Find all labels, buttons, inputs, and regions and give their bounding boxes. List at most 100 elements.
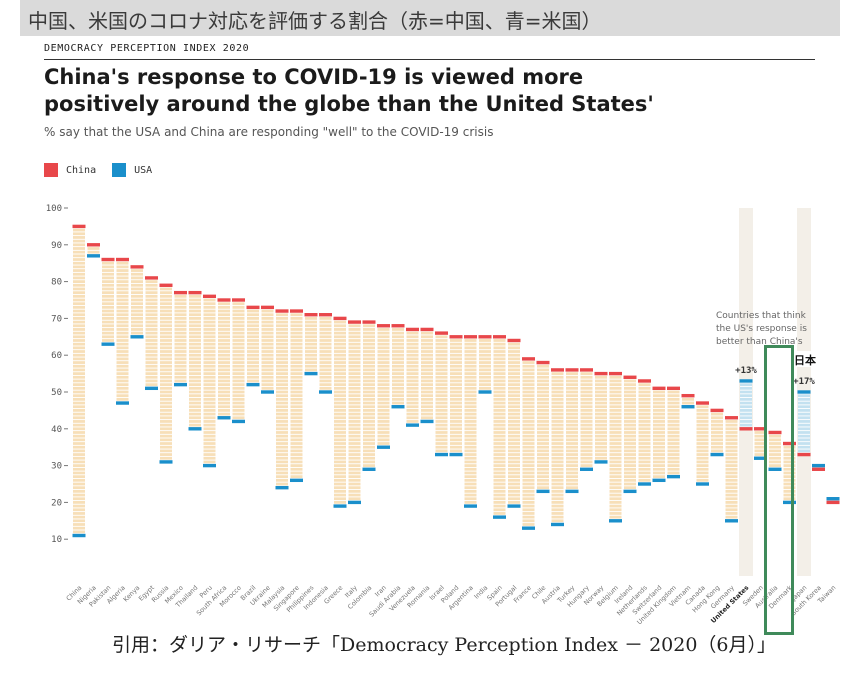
- usa-marker: [667, 474, 680, 479]
- china-marker: [348, 320, 361, 324]
- usa-marker: [304, 371, 318, 376]
- range-bar: [203, 296, 216, 466]
- china-marker: [478, 335, 492, 339]
- range-bar: [725, 417, 738, 521]
- usa-marker: [565, 489, 579, 494]
- china-marker: [406, 327, 419, 332]
- usa-marker: [87, 254, 100, 258]
- x-tick-label: Kenya: [122, 584, 142, 604]
- china-marker: [87, 243, 100, 247]
- usa-marker: [203, 463, 216, 468]
- range-bar: [667, 388, 680, 477]
- japan-highlight-box: [764, 345, 794, 635]
- usa-marker: [116, 401, 129, 405]
- china-marker: [420, 327, 434, 332]
- china-marker: [623, 375, 637, 379]
- usa-marker: [623, 489, 637, 494]
- usa-marker: [739, 379, 753, 383]
- china-marker: [217, 298, 231, 302]
- range-bar: [305, 314, 317, 374]
- legend-item-usa: USA: [112, 163, 152, 177]
- annotation-line2: the US's response is: [716, 324, 807, 334]
- usa-marker: [768, 467, 782, 471]
- usa-marker: [536, 489, 550, 494]
- china-marker: [710, 408, 724, 413]
- china-marker: [304, 313, 318, 317]
- usa-marker: [348, 500, 361, 505]
- china-marker: [130, 265, 144, 269]
- china-marker: [159, 283, 173, 287]
- china-marker: [72, 224, 86, 229]
- banner: 中国、米国のコロナ対応を評価する割合（赤=中国、青=米国）: [20, 0, 840, 36]
- china-marker: [261, 305, 274, 310]
- usa-marker: [130, 335, 144, 339]
- range-bar: [406, 329, 419, 426]
- usa-marker: [275, 485, 289, 490]
- china-marker: [681, 393, 695, 398]
- range-bar: [218, 300, 230, 418]
- usa-marker: [246, 382, 260, 387]
- china-marker: [464, 335, 477, 339]
- usa-marker: [290, 478, 303, 483]
- annotation-line3: better than China's: [716, 337, 803, 347]
- china-marker: [768, 430, 782, 435]
- china-marker: [203, 294, 216, 299]
- index-label: DEMOCRACY PERCEPTION INDEX 2020: [44, 43, 250, 54]
- china-marker: [507, 338, 521, 343]
- y-tick-label: 50: [51, 388, 62, 398]
- usa-marker: [493, 515, 506, 519]
- usa-marker: [406, 423, 419, 427]
- china-marker: [594, 371, 608, 376]
- usa-marker: [580, 467, 593, 471]
- usa-marker: [449, 452, 463, 457]
- usa-marker: [522, 526, 535, 530]
- usa-marker: [812, 463, 825, 468]
- china-marker: [449, 335, 463, 339]
- chart-subtitle: % say that the USA and China are respond…: [44, 125, 494, 139]
- y-tick-label: 90: [51, 241, 62, 251]
- china-marker: [391, 324, 405, 328]
- range-bar: [276, 311, 288, 488]
- china-marker: [551, 368, 564, 372]
- header-rule: [44, 59, 815, 60]
- usa-marker: [174, 382, 187, 387]
- china-marker: [116, 257, 129, 262]
- usa-marker: [478, 390, 492, 394]
- china-marker: [101, 257, 115, 262]
- y-tick-label: 30: [51, 462, 62, 472]
- usa-marker: [159, 460, 173, 464]
- japan-diff-label: +17%: [793, 377, 815, 387]
- china-marker: [812, 467, 825, 471]
- range-bar: [595, 373, 607, 462]
- legend-swatch-china: [44, 163, 58, 177]
- china-marker: [246, 305, 260, 310]
- china-marker: [493, 335, 506, 339]
- usa-marker: [188, 427, 202, 431]
- range-bar: [290, 311, 303, 481]
- china-marker: [522, 357, 535, 361]
- usa-marker: [551, 522, 564, 527]
- usa-marker: [377, 445, 390, 449]
- usa-marker: [725, 519, 738, 523]
- chart-title-line2: positively around the globe than the Uni…: [44, 92, 654, 116]
- china-marker: [739, 427, 753, 431]
- usa-marker: [609, 519, 622, 523]
- china-marker: [290, 309, 303, 313]
- y-tick-label: 70: [51, 314, 62, 324]
- chart-title-line1: China's response to COVID-19 is viewed m…: [44, 65, 584, 89]
- usa-marker: [391, 405, 405, 409]
- y-tick-label: 100: [46, 204, 62, 214]
- range-bar: [638, 380, 651, 484]
- y-tick-label: 20: [51, 498, 62, 508]
- legend-swatch-usa: [112, 163, 127, 177]
- usa-marker: [696, 482, 709, 486]
- usa-marker: [783, 500, 796, 505]
- banner-title: 中国、米国のコロナ対応を評価する割合（赤=中国、青=米国）: [28, 9, 602, 33]
- legend: China USA: [44, 162, 152, 178]
- range-bar: [450, 336, 462, 455]
- japan-label: 日本: [794, 353, 816, 367]
- usa-marker: [217, 416, 231, 420]
- dumbbell-chart: 102030405060708090100ChinaNigeriaPakista…: [46, 204, 840, 626]
- china-marker: [754, 427, 767, 431]
- y-tick-label: 10: [51, 535, 62, 545]
